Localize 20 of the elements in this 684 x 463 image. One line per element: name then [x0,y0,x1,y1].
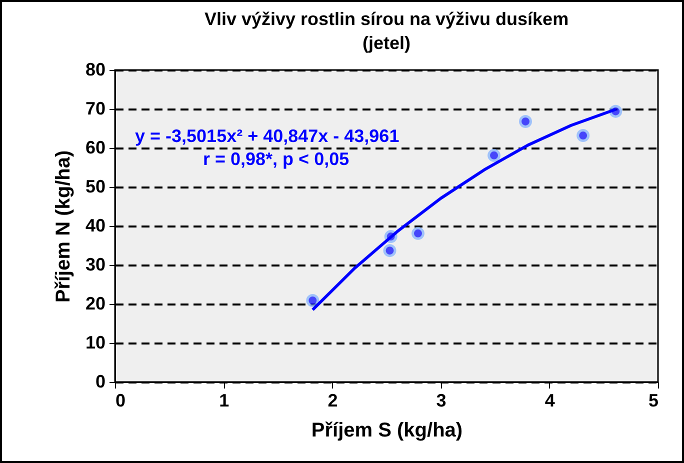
y-tick-label: 0 [95,372,106,392]
y-tick-label: 80 [85,60,106,80]
x-tick-label: 1 [219,390,230,410]
x-tick-label: 2 [328,390,338,410]
y-tick-label: 50 [85,176,106,196]
y-tick-label: 40 [85,216,106,236]
x-tick-label: 5 [648,390,658,410]
annotation: y = -3,5015x² + 40,847x - 43,961 [135,126,400,146]
annotation: r = 0,98*, p < 0,05 [203,149,350,169]
x-tick-label: 3 [436,390,446,410]
x-tick-label: 4 [544,390,555,410]
y-tick-label: 30 [85,254,106,274]
y-tick-label: 60 [85,138,106,158]
y-tick-label: 20 [85,294,106,314]
x-tick-label: 0 [116,390,126,410]
y-axis-title: Příjem N (kg/ha) [52,150,74,303]
x-axis-title: Příjem S (kg/ha) [311,420,463,442]
chart-title: Vliv výživy rostlin sírou na výživu dusíkem (jetel) [204,9,569,53]
y-tick-label: 10 [85,332,106,352]
y-tick-label: 70 [85,98,106,118]
